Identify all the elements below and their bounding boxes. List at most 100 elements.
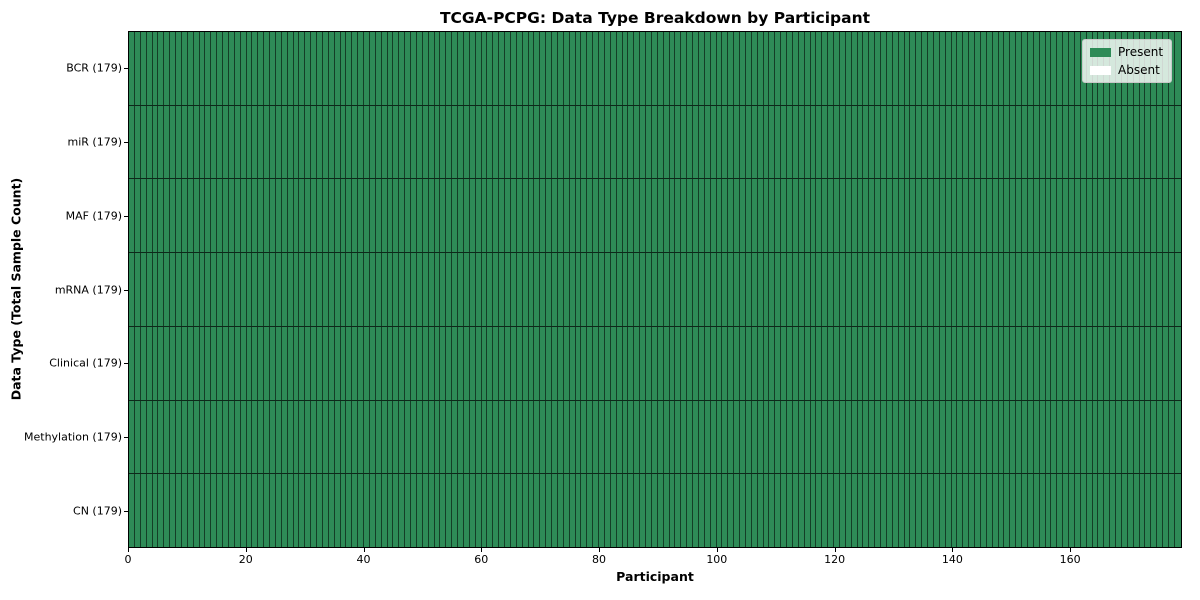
heatmap-cell	[1092, 474, 1099, 548]
heatmap-cell	[1080, 179, 1087, 253]
heatmap-cell	[804, 32, 811, 105]
heatmap-cell	[293, 400, 300, 474]
heatmap-cell	[217, 253, 223, 326]
heatmap-cell	[252, 105, 259, 179]
heatmap-cell	[270, 400, 276, 474]
heatmap-cell	[769, 179, 776, 253]
heatmap-cell	[240, 400, 247, 474]
heatmap-cell	[275, 400, 282, 474]
heatmap-cell	[364, 253, 370, 326]
heatmap-cell	[534, 32, 541, 105]
heatmap-cell	[187, 105, 194, 179]
heatmap-cell	[422, 179, 429, 253]
heatmap-cell	[240, 253, 247, 326]
heatmap-cell	[358, 253, 364, 326]
heatmap-cell	[698, 32, 705, 105]
heatmap-cell	[875, 179, 881, 253]
heatmap-cell	[734, 105, 740, 179]
heatmap-cell	[187, 32, 194, 105]
heatmap-cell	[904, 326, 911, 400]
heatmap-row-cn	[129, 474, 1181, 548]
heatmap-cell	[469, 326, 476, 400]
heatmap-cell	[1051, 105, 1058, 179]
heatmap-cell	[869, 474, 876, 548]
heatmap-cell	[1063, 400, 1069, 474]
heatmap-cell	[1127, 400, 1134, 474]
heatmap-cell	[264, 400, 270, 474]
heatmap-cell	[399, 474, 406, 548]
heatmap-cell	[775, 253, 782, 326]
heatmap-cell	[428, 179, 435, 253]
heatmap-cell	[146, 400, 153, 474]
heatmap-cell	[716, 105, 723, 179]
heatmap-cell	[1157, 105, 1163, 179]
heatmap-cell	[834, 179, 840, 253]
heatmap-cell	[681, 474, 688, 548]
heatmap-cell	[499, 32, 505, 105]
heatmap-cell	[1033, 326, 1040, 400]
heatmap-cell	[557, 400, 564, 474]
heatmap-cell	[828, 474, 834, 548]
heatmap-cell	[223, 400, 229, 474]
heatmap-cell	[399, 179, 406, 253]
heatmap-cell	[1174, 400, 1180, 474]
heatmap-cell	[740, 253, 746, 326]
heatmap-cell	[681, 253, 688, 326]
heatmap-cell	[305, 474, 312, 548]
heatmap-cell	[358, 474, 364, 548]
y-axis-label: Data Type (Total Sample Count)	[8, 177, 24, 401]
heatmap-cell	[1104, 105, 1111, 179]
heatmap-cell	[1033, 253, 1040, 326]
heatmap-cell	[158, 179, 165, 253]
heatmap-cell	[634, 474, 641, 548]
x-tick-mark	[1070, 548, 1072, 552]
heatmap-cell	[587, 474, 594, 548]
heatmap-cell	[540, 105, 547, 179]
heatmap-cell	[599, 474, 605, 548]
heatmap-cell	[628, 253, 635, 326]
heatmap-cell	[757, 253, 764, 326]
heatmap-cell	[499, 179, 505, 253]
heatmap-cell	[1145, 474, 1152, 548]
heatmap-cell	[522, 179, 529, 253]
heatmap-cell	[845, 474, 852, 548]
heatmap-cell	[311, 474, 317, 548]
heatmap-cell	[757, 326, 764, 400]
heatmap-cell	[1098, 326, 1105, 400]
y-tick-mark	[124, 289, 128, 291]
heatmap-cell	[593, 253, 599, 326]
heatmap-cell	[258, 474, 265, 548]
heatmap-cell	[881, 105, 887, 179]
heatmap-cell	[381, 105, 388, 179]
heatmap-cell	[322, 400, 329, 474]
heatmap-cell	[1139, 105, 1146, 179]
heatmap-cell	[745, 105, 752, 179]
heatmap-cell	[763, 400, 770, 474]
heatmap-cell	[1104, 400, 1111, 474]
heatmap-cell	[446, 400, 453, 474]
heatmap-cell	[499, 326, 505, 400]
heatmap-cell	[381, 253, 388, 326]
heatmap-cell	[1080, 105, 1087, 179]
heatmap-cell	[1016, 32, 1022, 105]
heatmap-cell	[458, 32, 464, 105]
heatmap-cell	[152, 400, 159, 474]
heatmap-cell	[604, 474, 611, 548]
heatmap-cell	[863, 474, 870, 548]
heatmap-cell	[334, 400, 341, 474]
heatmap-cell	[487, 474, 494, 548]
heatmap-cell	[828, 105, 834, 179]
heatmap-cell	[252, 474, 259, 548]
heatmap-cell	[928, 253, 934, 326]
heatmap-cell	[1086, 105, 1093, 179]
heatmap-cell	[593, 474, 599, 548]
heatmap-cell	[176, 253, 182, 326]
heatmap-cell	[781, 105, 787, 179]
heatmap-cell	[1063, 253, 1069, 326]
heatmap-cell	[1151, 179, 1158, 253]
heatmap-cell	[1080, 400, 1087, 474]
heatmap-cell	[839, 253, 846, 326]
heatmap-cell	[1116, 253, 1122, 326]
heatmap-cell	[581, 474, 588, 548]
legend: Present Absent	[1082, 39, 1172, 83]
